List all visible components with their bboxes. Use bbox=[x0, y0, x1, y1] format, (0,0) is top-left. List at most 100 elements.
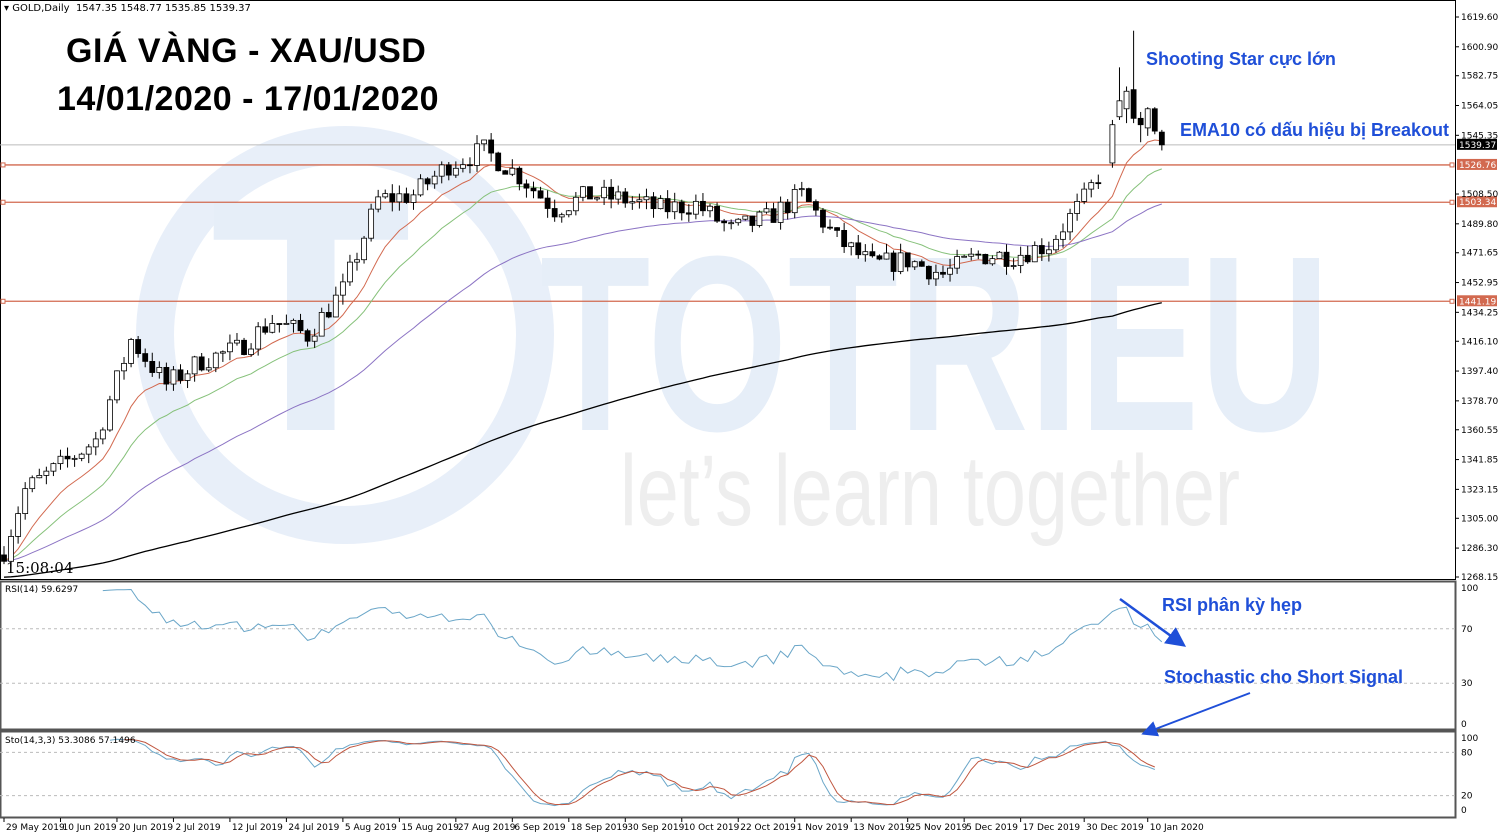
candle-bear bbox=[537, 190, 544, 199]
candle-bull bbox=[417, 178, 424, 196]
time-tick-label: 2 Jul 2019 bbox=[175, 823, 220, 833]
candle-bull bbox=[1017, 254, 1024, 266]
price-tick-label: 1323.15 bbox=[1461, 485, 1498, 495]
candle-bear bbox=[198, 356, 205, 371]
candle-bear bbox=[530, 187, 537, 192]
stoch-arrow bbox=[1141, 692, 1251, 737]
level-lines[interactable]: 1539.37 1526.76 1503.34 1441.19 bbox=[0, 138, 1497, 307]
price-tick-label: 1564.05 bbox=[1461, 102, 1498, 112]
candle-bull bbox=[332, 294, 339, 318]
candle-bear bbox=[1158, 131, 1165, 146]
candle-bear bbox=[1024, 254, 1031, 263]
level-handle bbox=[1449, 162, 1455, 168]
candles bbox=[1, 30, 1165, 567]
candle-bull bbox=[1031, 245, 1038, 263]
candle-bear bbox=[135, 339, 142, 354]
candle-bear bbox=[325, 312, 332, 318]
level-handle bbox=[0, 298, 6, 304]
candle-bull bbox=[961, 255, 968, 258]
candle-bull bbox=[657, 198, 664, 210]
candle-bull bbox=[742, 215, 749, 220]
candle-bull bbox=[509, 167, 516, 175]
candle-bear bbox=[841, 229, 848, 248]
main-panel-frame bbox=[0, 0, 1456, 580]
candle-bear bbox=[813, 201, 819, 211]
price-tick-label: 1341.85 bbox=[1461, 456, 1498, 466]
annotation-ema10: EMA10 có dấu hiệu bị Breakout bbox=[1180, 120, 1450, 140]
candle-bear bbox=[64, 455, 71, 460]
candle-bear bbox=[389, 193, 396, 203]
rsi-level-label: 30 bbox=[1461, 679, 1473, 689]
candle-bull bbox=[897, 252, 904, 272]
candle-bear bbox=[424, 178, 431, 185]
time-tick-label: 30 Dec 2019 bbox=[1086, 823, 1144, 833]
candle-bear bbox=[1130, 89, 1137, 119]
candle-bull bbox=[382, 193, 389, 198]
rsi-panel: 100 70 30 0 bbox=[0, 584, 1478, 730]
candle-bear bbox=[1137, 117, 1144, 126]
candle-bull bbox=[968, 253, 975, 257]
candle-bull bbox=[629, 201, 636, 204]
level-badge bbox=[1457, 196, 1497, 208]
candle-bear bbox=[975, 253, 982, 256]
stochastic-panel: 100 80 20 0 bbox=[0, 734, 1478, 816]
candle-bull bbox=[933, 271, 939, 280]
candle-bear bbox=[516, 167, 523, 185]
level-label: 1441.19 bbox=[1459, 297, 1496, 307]
candle-bull bbox=[361, 237, 367, 261]
price-tick-label: 1434.25 bbox=[1461, 308, 1498, 318]
candle-bull bbox=[92, 438, 99, 448]
candle-bull bbox=[438, 164, 445, 177]
candle-bull bbox=[580, 186, 586, 198]
time-tick-label: 15 Aug 2019 bbox=[401, 823, 459, 833]
candle-bear bbox=[855, 242, 862, 256]
rsi-label: RSI(14) 59.6297 bbox=[5, 585, 79, 595]
price-tick-label: 1397.40 bbox=[1461, 367, 1498, 377]
stochastic-main-line bbox=[109, 738, 1155, 807]
candle-bull bbox=[1053, 238, 1059, 251]
candle-bear bbox=[149, 361, 156, 373]
candle-bull bbox=[36, 475, 43, 479]
candle-bull bbox=[219, 351, 226, 354]
candle-bull bbox=[1045, 249, 1052, 255]
level-badge bbox=[1457, 158, 1497, 170]
candle-bear bbox=[445, 164, 452, 176]
candle-bull bbox=[954, 256, 960, 269]
candle-bear bbox=[276, 323, 283, 325]
candle-bear bbox=[1151, 108, 1158, 132]
time-tick-label: 10 Jun 2019 bbox=[62, 823, 116, 833]
candle-bull bbox=[311, 335, 318, 342]
current-price-label: 1539.37 bbox=[1459, 141, 1496, 151]
candle-bull bbox=[255, 326, 262, 350]
candle-bear bbox=[664, 198, 671, 213]
candle-bull bbox=[347, 261, 353, 283]
candle-bear bbox=[495, 152, 502, 172]
moving-averages bbox=[3, 139, 1162, 578]
time-tick-label: 25 Nov 2019 bbox=[910, 823, 968, 833]
price-tick-label: 1452.95 bbox=[1461, 279, 1498, 289]
candle-bear bbox=[177, 369, 184, 381]
candle-bull bbox=[1074, 200, 1081, 214]
candle-bull bbox=[601, 186, 607, 199]
candle-bull bbox=[85, 446, 92, 455]
time-tick-label: 10 Jan 2020 bbox=[1150, 823, 1204, 833]
price-tick-label: 1360.55 bbox=[1461, 426, 1498, 436]
watermark-logo-t: T bbox=[210, 131, 412, 500]
candle-bull bbox=[1081, 188, 1088, 202]
candle-bull bbox=[410, 194, 417, 203]
candle-bull bbox=[848, 242, 855, 248]
candle-bull bbox=[996, 251, 1003, 260]
candle-bull bbox=[170, 369, 177, 385]
time-tick-label: 29 May 2019 bbox=[6, 823, 65, 833]
price-tick-label: 1268.15 bbox=[1461, 573, 1498, 583]
candle-bull bbox=[671, 201, 678, 213]
candle-bear bbox=[820, 209, 826, 228]
candle-bear bbox=[297, 319, 304, 332]
candle-bull bbox=[50, 463, 57, 472]
price-tick-label: 1489.80 bbox=[1461, 220, 1498, 230]
ema20-line bbox=[3, 168, 1162, 562]
price-tick-label: 1305.00 bbox=[1461, 514, 1498, 524]
candle-bull bbox=[459, 164, 466, 169]
